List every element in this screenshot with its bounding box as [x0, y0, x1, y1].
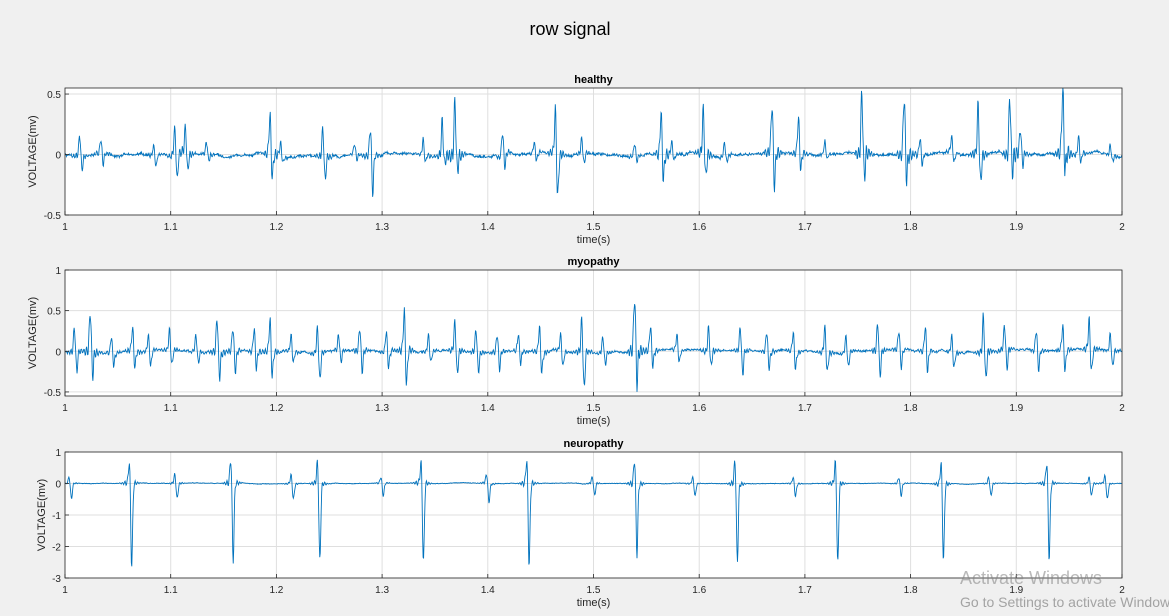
- signal-line-myopathy: [64, 304, 1123, 392]
- y-tick-label: 0: [55, 347, 61, 358]
- x-tick-label: 1.8: [904, 222, 918, 233]
- x-tick-label: 1.7: [798, 585, 812, 596]
- axes-myopathy: 1 1.1 1.2 1.3 1.4 1.5 1.6 1.7 1.8 1.9 2 -0.5 0 0.5 1 my…: [27, 256, 1125, 427]
- watermark-activate: Activate Windows: [960, 568, 1103, 588]
- x-tick-label: 1.3: [375, 585, 389, 596]
- x-tick-label: 1: [62, 403, 68, 414]
- y-axis-label: VOLTAGE(mv): [36, 479, 48, 551]
- x-tick-label: 1.6: [692, 222, 706, 233]
- y-tick-label: 0.5: [47, 307, 61, 318]
- figure-title: row signal: [529, 19, 610, 39]
- x-tick-label: 1.8: [904, 403, 918, 414]
- x-tick-label: 1.4: [481, 222, 495, 233]
- x-tick-label: 1.5: [587, 403, 601, 414]
- x-tick-label: 1.7: [798, 222, 812, 233]
- y-tick-label: -3: [52, 574, 61, 585]
- y-tick-label: 0.5: [47, 90, 61, 101]
- x-tick-label: 1.7: [798, 403, 812, 414]
- y-tick-label: 0: [55, 480, 61, 491]
- y-tick-label: -0.5: [44, 211, 62, 222]
- x-tick-label: 1.6: [692, 585, 706, 596]
- x-tick-label: 1: [62, 222, 68, 233]
- y-tick-label: 0: [55, 151, 61, 162]
- y-axis-label: VOLTAGE(mv): [27, 115, 39, 187]
- axes-healthy: 1 1.1 1.2 1.3 1.4 1.5 1.6 1.7 1.8 1.9 2 -0.5 0 0.5 hea…: [27, 74, 1125, 246]
- y-tick-label: -2: [52, 543, 61, 554]
- x-tick-label: 1.8: [904, 585, 918, 596]
- x-tick-label: 1.5: [587, 585, 601, 596]
- x-tick-label: 1.3: [375, 403, 389, 414]
- x-tick-label: 1.4: [481, 403, 495, 414]
- x-axis-label: time(s): [577, 234, 611, 246]
- y-tick-label: -1: [52, 511, 61, 522]
- y-tick-label: 1: [55, 448, 61, 459]
- signal-line-neuropathy: [64, 459, 1123, 567]
- x-tick-label: 1.1: [164, 585, 178, 596]
- x-tick-label: 1.2: [269, 222, 283, 233]
- x-tick-label: 1.3: [375, 222, 389, 233]
- watermark-settings: Go to Settings to activate Windows.: [960, 594, 1169, 610]
- x-axis-label: time(s): [577, 415, 611, 427]
- x-tick-label: 1: [62, 585, 68, 596]
- x-tick-label: 1.2: [269, 585, 283, 596]
- axes-host: 1 1.1 1.2 1.3 1.4 1.5 1.6 1.7 1.8 1.9 2 -0.5 0 0.5 hea…: [27, 74, 1125, 609]
- x-tick-label: 1.1: [164, 222, 178, 233]
- axes-neuropathy: 1 1.1 1.2 1.3 1.4 1.5 1.6 1.7 1.8 1.9 2 -3 -2 -1 0 1 neu…: [36, 438, 1125, 609]
- x-tick-label: 1.1: [164, 403, 178, 414]
- y-axis-label: VOLTAGE(mv): [27, 297, 39, 369]
- axes-title: neuropathy: [564, 438, 625, 450]
- signal-line-healthy: [64, 87, 1123, 197]
- x-tick-label: 1.9: [1009, 222, 1023, 233]
- y-tick-label: 1: [55, 266, 61, 277]
- axes-title: myopathy: [568, 256, 621, 268]
- x-axis-label: time(s): [577, 597, 611, 609]
- axes-title: healthy: [574, 74, 613, 86]
- x-tick-label: 2: [1119, 403, 1125, 414]
- x-tick-label: 1.4: [481, 585, 495, 596]
- x-tick-label: 1.9: [1009, 403, 1023, 414]
- x-tick-label: 1.2: [269, 403, 283, 414]
- x-tick-label: 1.9: [1009, 585, 1023, 596]
- y-tick-label: -0.5: [44, 388, 62, 399]
- x-tick-label: 1.6: [692, 403, 706, 414]
- x-tick-label: 1.5: [587, 222, 601, 233]
- x-tick-label: 2: [1119, 222, 1125, 233]
- x-tick-label: 2: [1119, 585, 1125, 596]
